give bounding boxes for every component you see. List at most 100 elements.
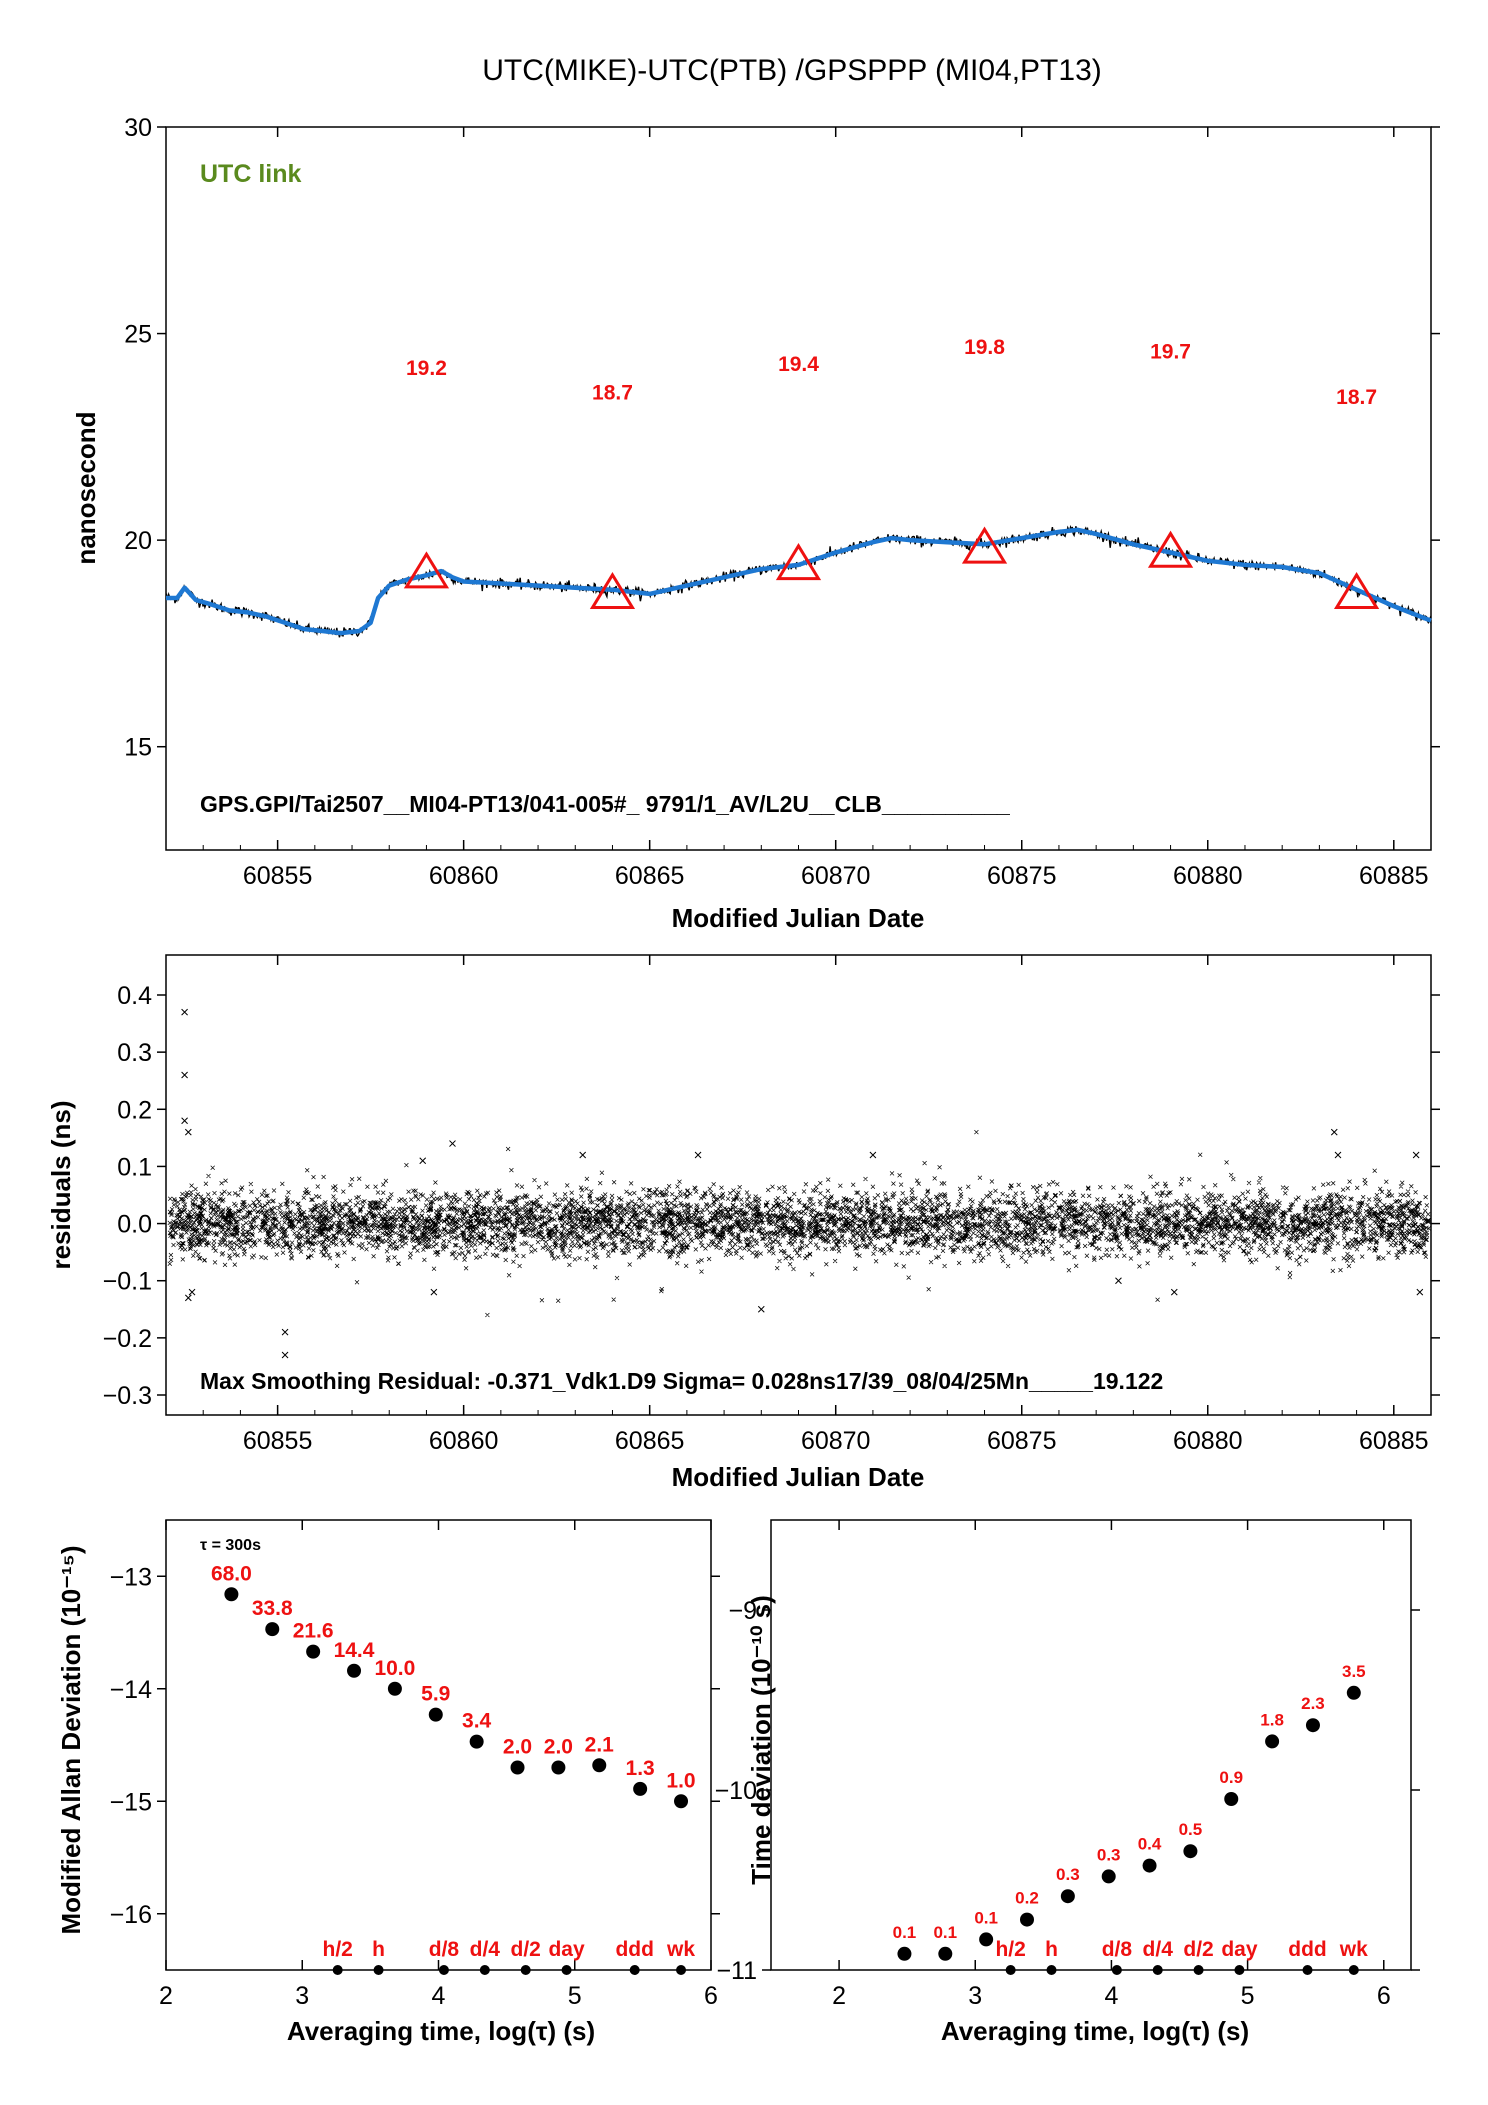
residuals-points: [167, 1129, 1431, 1318]
tdev-point-label: 1.8: [1260, 1710, 1284, 1729]
tdev-point: [1101, 1869, 1116, 1884]
mdev-chart: τ = 300s Averaging time, log(τ) (s) Modi…: [56, 1519, 720, 2046]
mdev-point-label: 1.3: [626, 1757, 655, 1780]
residuals-y-tick-label: 0.0: [117, 1211, 152, 1239]
mdev-y-axis-label: Modified Allan Deviation (10⁻¹⁵): [56, 1546, 86, 1935]
mdev-point-label: 2.0: [503, 1736, 532, 1759]
residuals-y-tick-label: 0.2: [117, 1096, 152, 1124]
residuals-y-tick-label: 0.4: [117, 982, 152, 1010]
mdev-y-tick-label: −16: [110, 1901, 152, 1929]
offset-marker-triangle: [1333, 571, 1380, 610]
mdev-time-mark-label: d/2: [511, 1938, 541, 1961]
mdev-x-tick-label: 6: [704, 1982, 718, 2010]
residuals-outlier: [281, 1328, 289, 1336]
residuals-outlier: [181, 1117, 188, 1125]
tdev-y-tick-label: −9: [728, 1597, 757, 1625]
mdev-time-mark: [520, 1965, 531, 1975]
mdev-point-label: 68.0: [211, 1562, 252, 1585]
mdev-time-mark: [676, 1965, 687, 1975]
residuals-outlier: [1416, 1288, 1424, 1296]
offset-x-tick-label: 60885: [1359, 862, 1429, 890]
residuals-x-axis-label: Modified Julian Date: [672, 1462, 925, 1492]
tdev-point-label: 0.1: [974, 1908, 998, 1927]
mdev-point: [387, 1681, 402, 1696]
offset-marker-triangle: [589, 571, 636, 610]
tdev-point-label: 0.1: [893, 1923, 917, 1942]
tdev-time-mark: [1302, 1965, 1313, 1975]
mdev-x-axis-label: Averaging time, log(τ) (s): [287, 2016, 595, 2046]
residuals-x-tick-label: 60860: [429, 1427, 499, 1455]
mdev-time-mark-label: h: [372, 1938, 385, 1961]
offset-marker-label: 18.7: [1336, 386, 1377, 409]
mdev-point: [592, 1758, 607, 1773]
tdev-x-tick-label: 3: [968, 1982, 982, 2010]
mdev-x-tick-label: 2: [159, 1982, 173, 2010]
offset-x-tick-label: 60865: [615, 862, 685, 890]
mdev-y-tick-label: −13: [110, 1563, 152, 1591]
offset-x-tick-label: 60855: [243, 862, 313, 890]
residuals-footnote: Max Smoothing Residual: -0.371_Vdk1.D9 S…: [200, 1368, 1163, 1394]
mdev-point-label: 14.4: [334, 1639, 375, 1662]
offset-y-tick-label: 20: [124, 527, 152, 555]
offset-marker-label: 19.7: [1150, 340, 1191, 363]
residuals-outlier: [419, 1157, 427, 1165]
residuals-x-tick-label: 60885: [1359, 1427, 1429, 1455]
tdev-point-label: 0.2: [1015, 1889, 1039, 1908]
mdev-point: [306, 1644, 321, 1659]
mdev-point: [224, 1587, 239, 1602]
tdev-time-mark-label: h/2: [995, 1938, 1025, 1961]
mdev-time-mark-label: h/2: [323, 1938, 353, 1961]
mdev-point: [265, 1622, 280, 1637]
mdev-time-mark-label: d/4: [470, 1938, 501, 1961]
tdev-x-tick-label: 2: [832, 1982, 846, 2010]
tdev-time-mark-label: d/2: [1183, 1938, 1213, 1961]
residuals-outlier: [1412, 1151, 1420, 1159]
mdev-time-mark-label: day: [548, 1938, 585, 1961]
tdev-time-mark: [1005, 1965, 1016, 1975]
mdev-point-label: 10.0: [374, 1657, 415, 1680]
tdev-time-mark-label: day: [1221, 1938, 1258, 1961]
residuals-x-tick-label: 60880: [1173, 1427, 1243, 1455]
tdev-x-tick-label: 6: [1377, 1982, 1391, 2010]
residuals-outlier: [188, 1288, 196, 1296]
residuals-y-tick-label: −0.3: [103, 1382, 152, 1410]
tdev-x-tick-label: 5: [1241, 1982, 1255, 2010]
mdev-point: [510, 1760, 525, 1775]
offset-marker-triangle: [1147, 530, 1194, 568]
residuals-outlier: [1115, 1277, 1122, 1285]
tdev-time-mark: [1046, 1965, 1057, 1975]
mdev-x-tick-label: 4: [432, 1982, 446, 2010]
residuals-outlier: [184, 1128, 192, 1136]
offset-x-axis-label: Modified Julian Date: [672, 903, 925, 933]
mdev-point: [347, 1663, 362, 1678]
mdev-point: [674, 1794, 689, 1809]
offset-x-tick-label: 60880: [1173, 862, 1243, 890]
residuals-outlier: [449, 1140, 456, 1147]
offset-y-tick-label: 15: [124, 734, 152, 762]
residuals-outlier: [181, 1008, 188, 1016]
offset-marker-triangle: [403, 551, 450, 589]
offset-marker-triangle: [961, 526, 1008, 564]
mdev-point: [469, 1734, 484, 1749]
residuals-outlier: [430, 1288, 438, 1296]
offset-x-tick-label: 60860: [429, 862, 499, 890]
tdev-time-mark-label: d/4: [1143, 1938, 1174, 1961]
tdev-y-tick-label: −10: [715, 1777, 757, 1805]
residuals-outlier: [694, 1151, 702, 1159]
tdev-time-mark-label: ddd: [1288, 1938, 1326, 1961]
residuals-outlier: [181, 1071, 188, 1079]
offset-y-axis-label: nanosecond: [71, 411, 101, 564]
residuals-outlier: [281, 1351, 289, 1359]
residuals-x-tick-label: 60875: [987, 1427, 1057, 1455]
mdev-time-mark-label: wk: [666, 1938, 695, 1961]
residuals-x-tick-label: 60865: [615, 1427, 685, 1455]
residuals-y-tick-label: −0.2: [103, 1325, 152, 1353]
offset-smoothed-line: [166, 527, 1432, 636]
residuals-y-tick-label: 0.1: [117, 1153, 152, 1181]
offset-marker-label: 18.7: [592, 382, 633, 405]
mdev-time-mark-label: d/8: [429, 1938, 460, 1961]
tdev-y-tick-label: −11: [716, 1957, 757, 1985]
offset-x-tick-label: 60870: [801, 862, 871, 890]
tdev-x-axis-label: Averaging time, log(τ) (s): [941, 2016, 1249, 2046]
